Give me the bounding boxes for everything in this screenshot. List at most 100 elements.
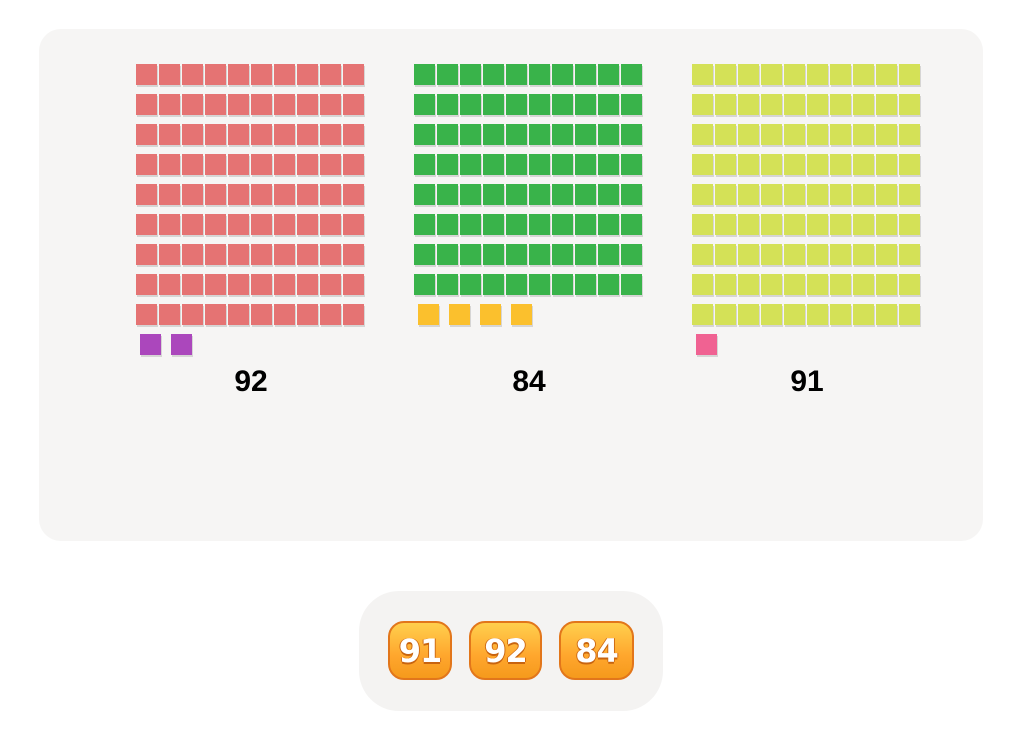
- ten-rod-unit: [228, 94, 249, 115]
- ten-rod-unit: [182, 184, 203, 205]
- answer-tray: 91 92 84: [359, 591, 663, 711]
- ten-rod-unit: [598, 154, 619, 175]
- ten-rod-unit: [830, 184, 851, 205]
- ten-rod-unit: [182, 304, 203, 325]
- ten-rod-unit: [228, 124, 249, 145]
- ten-rod-unit: [807, 124, 828, 145]
- ten-rod-unit: [414, 184, 435, 205]
- ten-rod-unit: [297, 214, 318, 235]
- ten-rod-unit: [251, 274, 272, 295]
- ten-rod-unit: [343, 214, 364, 235]
- ten-rod-unit: [251, 64, 272, 85]
- ten-rod-unit: [460, 184, 481, 205]
- ten-rod-unit: [343, 94, 364, 115]
- ten-rod-unit: [575, 244, 596, 265]
- ten-rod-unit: [738, 184, 759, 205]
- ten-rod-unit: [784, 244, 805, 265]
- ten-rod-unit: [159, 94, 180, 115]
- ten-rod-unit: [437, 124, 458, 145]
- ten-rod-unit: [899, 94, 920, 115]
- ten-rod-unit: [621, 154, 642, 175]
- ten-rod-unit: [853, 274, 874, 295]
- ten-rod-unit: [297, 244, 318, 265]
- ten-rod-unit: [274, 94, 295, 115]
- ten-rod-unit: [529, 94, 550, 115]
- ten-rod-unit: [483, 244, 504, 265]
- ten-rod-unit: [715, 304, 736, 325]
- ten-rod-unit: [343, 244, 364, 265]
- ten-rod-unit: [159, 154, 180, 175]
- ten-rod-unit: [506, 64, 527, 85]
- ten-rod-unit: [692, 154, 713, 175]
- ten-rod-unit: [205, 304, 226, 325]
- ten-rod-unit: [876, 64, 897, 85]
- ten-rod-unit: [807, 214, 828, 235]
- ten-rod-unit: [876, 304, 897, 325]
- ten-rod-unit: [715, 124, 736, 145]
- ten-rod-unit: [483, 64, 504, 85]
- ten-rod-unit: [182, 124, 203, 145]
- ten-rod-unit: [552, 94, 573, 115]
- ten-rod-unit: [136, 214, 157, 235]
- ten-rod-unit: [899, 274, 920, 295]
- ten-rod-unit: [343, 274, 364, 295]
- ten-rod-unit: [830, 244, 851, 265]
- one-cube: [140, 334, 161, 355]
- ten-rod-unit: [483, 154, 504, 175]
- ten-rod-unit: [552, 154, 573, 175]
- ten-rod-unit: [575, 154, 596, 175]
- ten-rod-unit: [621, 244, 642, 265]
- blocks-board: 92 84 91: [39, 29, 983, 541]
- ten-rod-unit: [460, 124, 481, 145]
- ten-rod-unit: [784, 274, 805, 295]
- ten-rod-unit: [761, 184, 782, 205]
- ten-rod-unit: [159, 124, 180, 145]
- ten-rod-unit: [437, 154, 458, 175]
- ten-rod-unit: [228, 304, 249, 325]
- ten-rod-unit: [483, 184, 504, 205]
- ten-rod-unit: [437, 274, 458, 295]
- one-cube: [480, 304, 501, 325]
- ten-rod-unit: [738, 154, 759, 175]
- ten-rod-unit: [297, 184, 318, 205]
- ten-rod-unit: [182, 274, 203, 295]
- group-1-number: 92: [234, 365, 268, 398]
- ten-rod-unit: [251, 154, 272, 175]
- ten-rod-unit: [761, 94, 782, 115]
- ten-rod-unit: [297, 154, 318, 175]
- ten-rod-unit: [853, 304, 874, 325]
- ten-rod-unit: [506, 124, 527, 145]
- ten-rod-unit: [205, 244, 226, 265]
- ten-rod-unit: [414, 124, 435, 145]
- ten-rod-unit: [621, 94, 642, 115]
- ten-rod-unit: [761, 244, 782, 265]
- ten-rod-unit: [182, 154, 203, 175]
- ten-rod-unit: [297, 64, 318, 85]
- ten-rod-unit: [807, 154, 828, 175]
- ten-rod-unit: [320, 124, 341, 145]
- ten-rod-unit: [251, 124, 272, 145]
- answer-chip-1[interactable]: 91: [388, 621, 452, 680]
- ten-rod-unit: [460, 274, 481, 295]
- ten-rod-unit: [761, 64, 782, 85]
- ten-rod-unit: [784, 154, 805, 175]
- answer-chip-3[interactable]: 84: [559, 621, 634, 680]
- ten-rod-unit: [460, 64, 481, 85]
- answer-chip-2[interactable]: 92: [469, 621, 542, 680]
- ten-rod-unit: [483, 124, 504, 145]
- ten-rod-unit: [460, 244, 481, 265]
- ten-rod-unit: [692, 304, 713, 325]
- ten-rod-unit: [876, 214, 897, 235]
- ten-rod-unit: [136, 64, 157, 85]
- ten-rod-unit: [876, 94, 897, 115]
- ten-rod-unit: [437, 184, 458, 205]
- ten-rod-unit: [761, 214, 782, 235]
- group-2-number: 84: [512, 365, 546, 398]
- ten-rod-unit: [529, 64, 550, 85]
- ten-rod-unit: [297, 274, 318, 295]
- ten-rod-unit: [715, 64, 736, 85]
- ten-rod-unit: [807, 184, 828, 205]
- ten-rod-unit: [738, 244, 759, 265]
- ten-rod-unit: [715, 184, 736, 205]
- one-cube: [449, 304, 470, 325]
